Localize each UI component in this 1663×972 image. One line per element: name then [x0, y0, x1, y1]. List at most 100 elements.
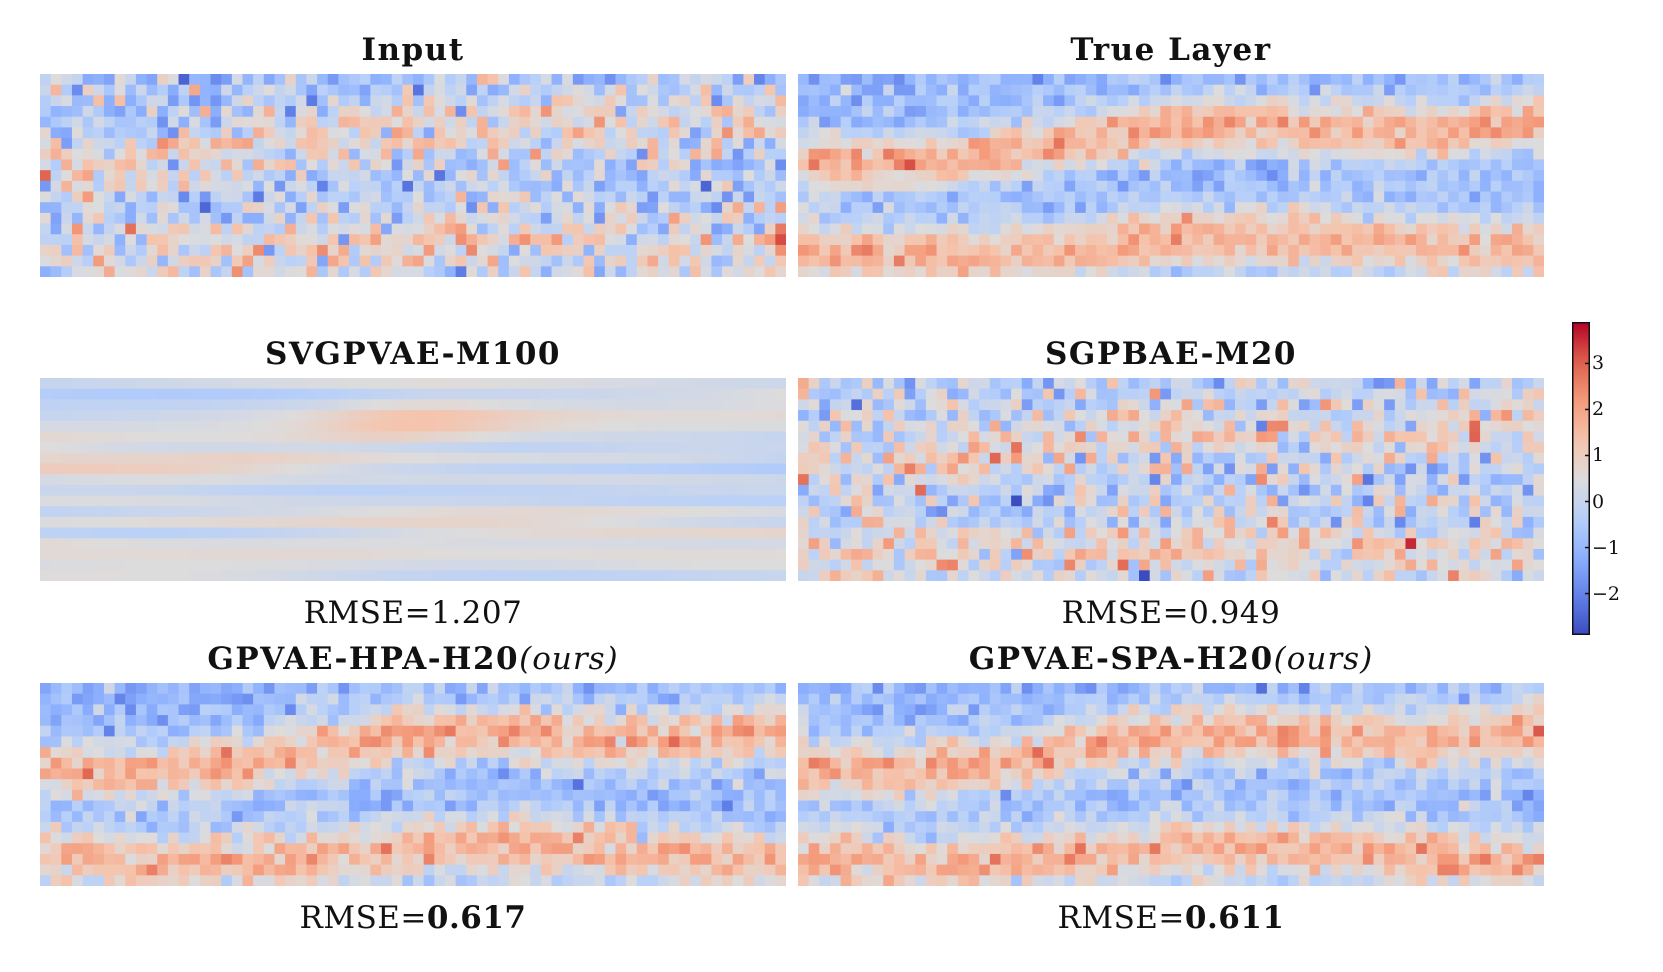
heatmap-cell [968, 202, 980, 214]
heatmap-cell [764, 74, 776, 86]
heatmap-cell [423, 463, 435, 475]
heatmap-cell [1117, 138, 1129, 150]
heatmap-cell [114, 538, 126, 550]
heatmap-cell [370, 223, 382, 235]
heatmap-cell [764, 106, 776, 118]
heatmap-cell [1192, 255, 1204, 267]
heatmap-cell [476, 420, 489, 433]
heatmap-cell [253, 548, 265, 561]
heatmap-cell [1522, 138, 1534, 150]
heatmap-cell [1362, 442, 1375, 454]
heatmap-cell [572, 495, 585, 507]
heatmap-cell [957, 410, 970, 422]
heatmap-cell [1437, 410, 1449, 422]
heatmap-cell [306, 538, 318, 550]
heatmap-cell [242, 106, 254, 118]
heatmap-cell [231, 442, 244, 454]
heatmap-cell [743, 484, 755, 497]
heatmap-cell [1288, 378, 1300, 390]
heatmap-cell [135, 223, 148, 235]
heatmap-cell [551, 212, 563, 225]
heatmap-cell [647, 244, 659, 257]
heatmap-cell [210, 484, 222, 497]
heatmap-cell [594, 180, 606, 193]
heatmap-cell [861, 159, 874, 171]
heatmap-cell [231, 548, 244, 561]
heatmap-cell [103, 442, 116, 454]
heatmap-cell [349, 255, 361, 267]
heatmap-cell [647, 420, 659, 433]
heatmap-cell [178, 484, 190, 497]
heatmap-cell [583, 106, 595, 118]
heatmap-cell [829, 84, 842, 96]
heatmap-cell [679, 431, 691, 443]
heatmap-cell [893, 138, 906, 150]
heatmap-cell [957, 255, 970, 267]
heatmap-cell [764, 148, 776, 161]
heatmap-cell [135, 506, 148, 518]
heatmap-cell [82, 266, 94, 277]
heatmap-cell [530, 255, 542, 267]
heatmap-cell [1245, 442, 1257, 454]
heatmap-cell [819, 527, 831, 539]
heatmap-cell [979, 191, 991, 203]
heatmap-cell [253, 538, 265, 550]
heatmap-cell [71, 159, 84, 171]
heatmap-cell [775, 223, 786, 235]
heatmap-cell [455, 212, 467, 225]
heatmap-cell [466, 202, 478, 214]
heatmap-cell [1192, 266, 1204, 277]
heatmap-cell [167, 106, 180, 118]
heatmap-cell [604, 159, 617, 171]
heatmap-cell [349, 548, 361, 561]
heatmap-cell [647, 452, 659, 465]
heatmap-cell [50, 570, 62, 581]
heatmap-cell [679, 180, 691, 193]
heatmap-cell [114, 506, 126, 518]
heatmap-cell [1533, 148, 1544, 161]
heatmap-cell [178, 570, 190, 581]
heatmap-cell [1480, 495, 1492, 507]
heatmap-cell [178, 538, 190, 550]
heatmap-cell [851, 388, 863, 400]
heatmap-cell [679, 84, 691, 96]
heatmap-cell [50, 106, 62, 118]
heatmap-cell [93, 559, 105, 571]
heatmap-cell [295, 484, 308, 497]
heatmap-cell [1320, 378, 1332, 390]
heatmap-cell [947, 463, 959, 475]
heatmap-cell [114, 127, 126, 139]
heatmap-cell [668, 95, 681, 107]
heatmap-cell [1000, 431, 1012, 443]
heatmap-cell [1192, 463, 1204, 475]
heatmap-cell [253, 74, 265, 86]
heatmap-cell [413, 431, 425, 443]
heatmap-cell [1458, 180, 1470, 193]
heatmap-cell [157, 495, 169, 507]
heatmap-cell [1266, 431, 1279, 443]
heatmap-cell [498, 378, 510, 390]
heatmap-cell [157, 84, 169, 96]
heatmap-cell [925, 399, 938, 411]
heatmap-cell [103, 527, 116, 539]
heatmap-cell [338, 527, 350, 539]
heatmap-cell [434, 148, 446, 161]
heatmap-cell [732, 234, 744, 246]
heatmap-cell [253, 495, 265, 507]
heatmap-cell [61, 484, 73, 497]
heatmap-cell [242, 180, 254, 193]
heatmap-cell [711, 74, 723, 86]
heatmap-cell [1469, 170, 1481, 182]
heatmap-cell [1192, 106, 1204, 118]
heatmap-cell [861, 95, 874, 107]
heatmap-cell [359, 378, 371, 390]
heatmap-cell [915, 452, 927, 465]
heatmap-cell [1053, 506, 1066, 518]
heatmap-cell [1181, 474, 1193, 486]
heatmap-cell [1266, 495, 1279, 507]
heatmap-cell [1234, 170, 1247, 182]
heatmap-cell [915, 180, 927, 193]
heatmap-cell [82, 420, 94, 433]
heatmap-cell [1458, 463, 1470, 475]
heatmap-cell [1458, 495, 1470, 507]
